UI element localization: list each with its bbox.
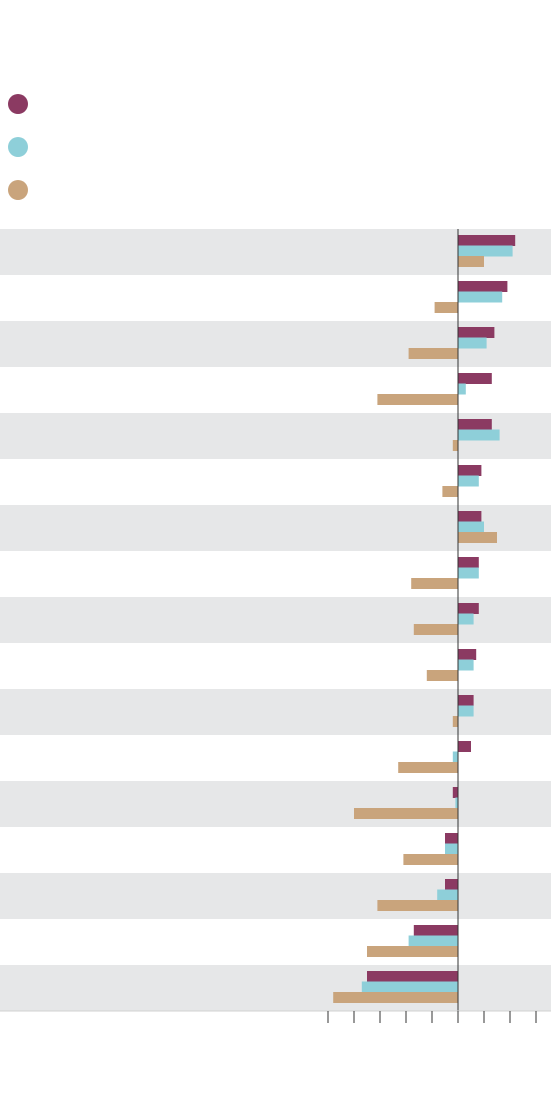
bar bbox=[458, 532, 497, 543]
bar bbox=[455, 797, 458, 809]
bar bbox=[458, 465, 482, 476]
bar bbox=[367, 971, 458, 982]
bar bbox=[413, 624, 458, 635]
bar bbox=[442, 486, 458, 497]
bar bbox=[408, 935, 458, 947]
legend-swatch bbox=[8, 94, 28, 114]
row-band bbox=[0, 873, 551, 919]
bar bbox=[458, 291, 503, 303]
bar bbox=[458, 705, 474, 717]
bar bbox=[398, 762, 458, 773]
bar bbox=[458, 511, 482, 522]
bar bbox=[458, 603, 479, 614]
bar bbox=[413, 925, 458, 936]
bar bbox=[458, 695, 474, 706]
bar bbox=[361, 981, 458, 993]
bar bbox=[458, 235, 516, 246]
bar bbox=[458, 521, 484, 533]
bar bbox=[458, 613, 474, 625]
bar bbox=[458, 281, 508, 292]
row-band bbox=[0, 781, 551, 827]
bar bbox=[458, 373, 492, 384]
bar bbox=[458, 649, 477, 660]
bar bbox=[452, 751, 458, 763]
bar bbox=[458, 475, 479, 487]
bar bbox=[408, 348, 458, 359]
bar bbox=[377, 900, 458, 911]
legend-swatch bbox=[8, 137, 28, 157]
bar bbox=[458, 557, 479, 568]
bar bbox=[445, 843, 458, 855]
bar bbox=[445, 879, 458, 890]
bar bbox=[437, 889, 458, 901]
bar bbox=[458, 419, 492, 430]
bar bbox=[445, 833, 458, 844]
legend-swatch bbox=[8, 180, 28, 200]
bar bbox=[458, 337, 487, 349]
bar bbox=[452, 440, 458, 451]
bar bbox=[458, 659, 474, 671]
bar bbox=[411, 578, 458, 589]
bar bbox=[426, 670, 458, 681]
bar bbox=[377, 394, 458, 405]
bar bbox=[458, 245, 513, 257]
bar bbox=[458, 383, 466, 395]
bar bbox=[458, 327, 495, 338]
bar bbox=[458, 429, 500, 441]
row-band bbox=[0, 965, 551, 1011]
bar bbox=[458, 741, 471, 752]
bar bbox=[354, 808, 458, 819]
bar bbox=[333, 992, 458, 1003]
bar bbox=[458, 256, 484, 267]
bar bbox=[458, 567, 479, 579]
bar bbox=[452, 716, 458, 727]
bar bbox=[403, 854, 458, 865]
bar bbox=[452, 787, 458, 798]
bar bbox=[367, 946, 458, 957]
bar bbox=[434, 302, 458, 313]
